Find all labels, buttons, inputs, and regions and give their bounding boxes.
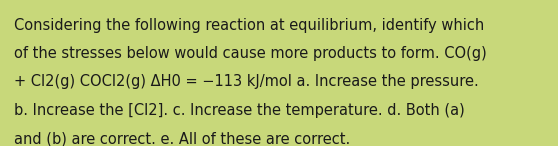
Text: + Cl2(g) COCl2(g) ΔH0 = −113 kJ/mol a. Increase the pressure.: + Cl2(g) COCl2(g) ΔH0 = −113 kJ/mol a. I… (14, 74, 479, 89)
Text: of the stresses below would cause more products to form. CO(g): of the stresses below would cause more p… (14, 46, 487, 61)
Text: and (b) are correct. e. All of these are correct.: and (b) are correct. e. All of these are… (14, 131, 350, 146)
Text: Considering the following reaction at equilibrium, identify which: Considering the following reaction at eq… (14, 18, 484, 33)
Text: b. Increase the [Cl2]. c. Increase the temperature. d. Both (a): b. Increase the [Cl2]. c. Increase the t… (14, 103, 465, 118)
